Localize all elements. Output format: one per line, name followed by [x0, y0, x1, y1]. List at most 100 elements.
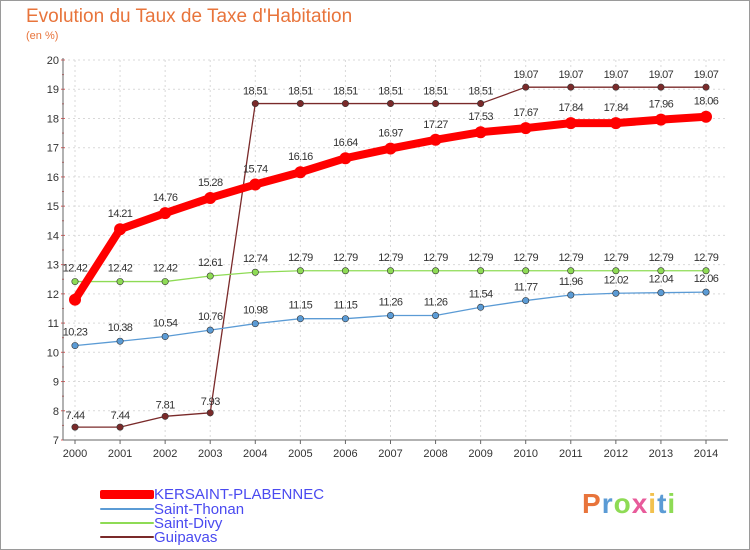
- data-point-2: [657, 267, 665, 275]
- data-label-2: 12.79: [604, 252, 629, 264]
- y-tick-label: 7: [53, 435, 59, 447]
- data-label-3: 7.93: [201, 396, 220, 408]
- x-tick-label: 2007: [378, 448, 402, 460]
- logo-letter: i: [648, 488, 658, 519]
- x-tick-label: 2000: [63, 448, 87, 460]
- data-label-2: 12.79: [559, 252, 584, 264]
- data-label-1: 11.77: [514, 282, 538, 294]
- data-label-1: 11.54: [469, 288, 493, 300]
- data-label-3: 18.51: [468, 86, 493, 98]
- data-label-2: 12.79: [333, 252, 358, 264]
- legend-swatch-saint-thonan: [100, 508, 154, 510]
- legend-label-saint-divy: Saint-Divy: [154, 514, 223, 532]
- data-label-0: 17.96: [649, 99, 674, 111]
- data-point-2: [116, 278, 124, 286]
- data-point-1: [71, 342, 79, 350]
- data-label-3: 19.07: [604, 69, 629, 81]
- data-point-3: [116, 423, 124, 431]
- data-label-0: 15.28: [198, 177, 223, 189]
- data-point-3: [522, 83, 530, 91]
- data-point-1: [477, 303, 485, 311]
- y-tick-label: 20: [47, 55, 59, 67]
- data-point-2: [251, 268, 259, 276]
- y-tick-label: 19: [47, 84, 59, 96]
- data-label-3: 7.44: [111, 410, 130, 422]
- data-label-0: 14.21: [108, 208, 133, 220]
- x-tick-label: 2003: [198, 448, 222, 460]
- data-point-0: [114, 223, 127, 236]
- data-point-3: [477, 100, 485, 108]
- data-label-0: 17.27: [423, 119, 448, 131]
- data-label-1: 10.38: [108, 322, 133, 334]
- proxiti-logo: Proxiti: [582, 488, 676, 520]
- data-point-1: [432, 311, 440, 319]
- data-label-2: 12.79: [649, 252, 674, 264]
- data-point-3: [161, 412, 169, 420]
- x-tick-label: 2013: [649, 448, 673, 460]
- x-tick-label: 2006: [333, 448, 357, 460]
- logo-letter: x: [631, 488, 649, 519]
- data-point-3: [702, 83, 710, 91]
- data-label-1: 12.06: [694, 273, 719, 285]
- data-point-0: [204, 191, 217, 204]
- data-label-0: 16.16: [288, 151, 313, 163]
- x-tick-label: 2011: [559, 448, 583, 460]
- data-point-1: [251, 320, 259, 328]
- data-label-1: 11.15: [334, 300, 358, 312]
- logo-letter: P: [582, 488, 602, 519]
- data-point-2: [432, 267, 440, 275]
- y-tick-label: 10: [47, 347, 59, 359]
- legend-swatch-guipavas: [100, 536, 154, 538]
- data-label-2: 12.79: [378, 252, 403, 264]
- data-label-1: 11.26: [379, 296, 403, 308]
- data-label-2: 12.42: [153, 263, 178, 275]
- legend-item-kersaint: KERSAINT-PLABENNEC: [100, 485, 325, 503]
- data-point-0: [519, 122, 532, 135]
- y-tick-label: 16: [47, 172, 59, 184]
- data-point-2: [161, 278, 169, 286]
- data-point-1: [567, 291, 575, 299]
- data-label-0: 16.64: [333, 137, 358, 149]
- x-tick-label: 2005: [288, 448, 312, 460]
- data-point-2: [71, 278, 79, 286]
- data-label-1: 11.96: [559, 276, 583, 288]
- chart-title: Evolution du Taux de Taxe d'Habitation: [26, 6, 353, 27]
- data-point-1: [161, 333, 169, 341]
- data-point-2: [206, 272, 214, 280]
- data-point-1: [386, 311, 394, 319]
- data-label-0: 15.74: [243, 164, 268, 176]
- data-label-2: 12.79: [288, 252, 313, 264]
- data-label-1: 12.02: [604, 274, 629, 286]
- data-label-1: 11.26: [424, 296, 448, 308]
- data-label-2: 12.42: [108, 263, 133, 275]
- data-label-3: 7.81: [156, 399, 175, 411]
- data-point-0: [609, 117, 622, 130]
- x-tick-label: 2001: [108, 448, 132, 460]
- data-point-1: [702, 288, 710, 296]
- data-label-1: 12.04: [649, 274, 674, 286]
- data-point-2: [386, 267, 394, 275]
- legend-label-kersaint: KERSAINT-PLABENNEC: [154, 485, 325, 503]
- x-tick-label: 2004: [243, 448, 267, 460]
- data-point-2: [522, 267, 530, 275]
- unit-label: (en %): [26, 30, 59, 42]
- data-point-0: [700, 110, 712, 123]
- logo-letter: t: [657, 488, 668, 519]
- data-label-0: 16.97: [378, 128, 403, 140]
- x-tick-label: 2012: [604, 448, 628, 460]
- data-label-3: 19.07: [559, 69, 584, 81]
- data-point-3: [296, 100, 304, 108]
- data-point-1: [116, 337, 124, 345]
- legend-item-saint-thonan: Saint-Thonan: [100, 501, 244, 518]
- data-label-0: 17.67: [513, 107, 538, 119]
- data-label-2: 12.79: [513, 252, 538, 264]
- data-point-2: [341, 267, 349, 275]
- data-label-2: 12.79: [423, 252, 448, 264]
- data-label-3: 19.07: [513, 69, 538, 81]
- data-point-0: [339, 152, 352, 165]
- data-point-0: [249, 178, 262, 191]
- x-tick-label: 2009: [468, 448, 492, 460]
- data-point-1: [206, 326, 214, 334]
